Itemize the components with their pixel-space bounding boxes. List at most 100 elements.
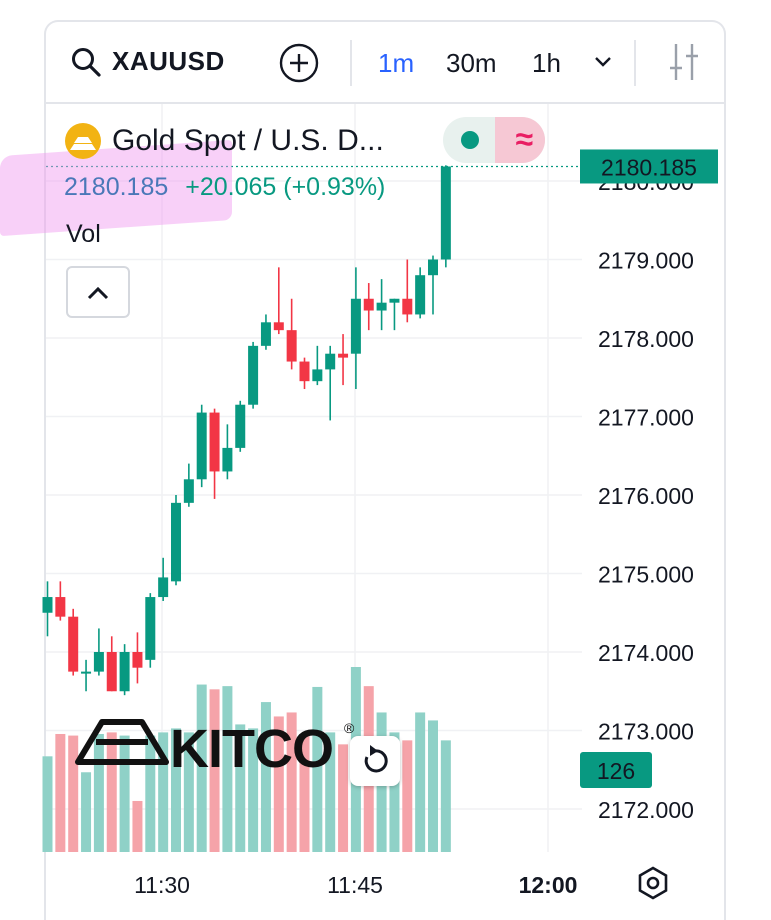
candle-body xyxy=(415,275,426,315)
candle-body xyxy=(81,671,92,674)
search-icon[interactable] xyxy=(70,46,102,85)
y-tick-label: 2175.000 xyxy=(598,562,694,588)
candle-body xyxy=(299,361,310,382)
candle-body xyxy=(428,259,438,276)
y-tick-label: 2179.000 xyxy=(598,248,694,274)
candle-body xyxy=(260,322,271,346)
registered-mark: ® xyxy=(344,720,355,736)
volume-bar xyxy=(119,735,130,852)
chevron-up-icon xyxy=(87,286,109,300)
volume-bar xyxy=(273,716,284,852)
volume-bar xyxy=(171,728,181,852)
instrument-title: Gold Spot / U.S. D... xyxy=(112,124,384,157)
settings-icon[interactable] xyxy=(636,866,670,905)
y-tick-label: 2178.000 xyxy=(598,326,694,352)
last-price-label: 2180.185 xyxy=(601,154,697,180)
candle-body xyxy=(389,298,400,303)
candle-body xyxy=(55,597,66,617)
candle-body xyxy=(363,298,374,311)
volume-bar xyxy=(93,733,104,852)
volume-label: Vol xyxy=(66,220,101,248)
y-tick-label: 2172.000 xyxy=(598,797,694,823)
volume-bar xyxy=(312,686,323,852)
market-open-dot-icon xyxy=(461,131,479,149)
volume-bar xyxy=(260,702,271,852)
volume-bar xyxy=(286,712,297,852)
y-tick-label: 2177.000 xyxy=(598,405,694,431)
candle-body xyxy=(286,330,297,362)
legend-price: 2180.185 xyxy=(64,173,169,201)
candle-body xyxy=(171,502,181,582)
volume-bar xyxy=(389,732,400,852)
candle-body xyxy=(402,298,413,315)
volume-bar xyxy=(55,733,66,852)
candle-body xyxy=(68,616,79,672)
symbol-label[interactable]: XAUUSD xyxy=(112,46,225,76)
candle-body xyxy=(338,353,349,358)
volume-bar xyxy=(428,720,438,852)
volume-bar xyxy=(158,732,169,852)
volume-bar xyxy=(338,744,349,852)
volume-bar xyxy=(209,689,220,852)
reset-icon xyxy=(364,745,388,773)
volume-bar xyxy=(196,684,207,852)
volume-bar xyxy=(299,733,310,852)
kitco-watermark: KITCO xyxy=(170,719,334,779)
candle-body xyxy=(158,577,169,598)
candle-body xyxy=(248,345,259,405)
legend-price-row: 2180.185 +20.065 (+0.93%) xyxy=(64,173,385,202)
candle-body xyxy=(350,298,361,354)
candle-body xyxy=(196,412,207,480)
candle-body xyxy=(93,652,104,672)
volume-bar xyxy=(415,712,426,852)
volume-bar xyxy=(402,740,413,852)
add-icon[interactable] xyxy=(278,42,320,91)
candle-body xyxy=(440,166,451,260)
candle-body xyxy=(376,302,387,311)
toolbar-divider xyxy=(350,40,352,86)
chart-widget: XAUUSD 1m 30m 1h xyxy=(44,20,726,920)
volume-badge-label: 126 xyxy=(597,758,635,784)
volume-badge xyxy=(580,752,652,788)
candle-body xyxy=(312,369,323,382)
candle-body xyxy=(222,447,233,472)
candle-body xyxy=(145,597,156,660)
candle-body xyxy=(235,404,246,448)
indicators-icon[interactable] xyxy=(666,42,702,89)
interval-30m[interactable]: 30m xyxy=(446,48,497,78)
candle-body xyxy=(106,652,117,692)
candle-body xyxy=(183,479,194,503)
interval-1m[interactable]: 1m xyxy=(378,48,415,78)
candle-body xyxy=(42,597,53,613)
volume-bar xyxy=(106,732,117,852)
volume-bar xyxy=(248,728,259,852)
candle-body xyxy=(273,322,284,331)
gold-logo-icon xyxy=(64,122,102,165)
candle-body xyxy=(325,353,336,370)
volume-bar xyxy=(222,686,233,852)
market-status-pill[interactable]: ≈ xyxy=(443,117,545,163)
last-price-badge xyxy=(580,149,718,184)
volume-bar xyxy=(235,724,246,852)
y-tick-label: 2174.000 xyxy=(598,640,694,666)
volume-bar xyxy=(132,800,143,852)
reset-chart-button[interactable] xyxy=(350,736,400,786)
volume-bar xyxy=(68,735,79,852)
y-tick-label: 2173.000 xyxy=(598,719,694,745)
volume-bar xyxy=(81,772,92,852)
kitco-logo-icon xyxy=(74,718,170,773)
collapse-legend-button[interactable] xyxy=(66,266,130,318)
candle-body xyxy=(209,412,220,472)
x-tick-label: 12:00 xyxy=(519,872,578,898)
volume-bar xyxy=(325,732,336,852)
toolbar: XAUUSD 1m 30m 1h xyxy=(46,22,724,104)
volume-bar xyxy=(440,740,451,852)
interval-1h[interactable]: 1h xyxy=(532,48,561,78)
data-delay-badge xyxy=(495,117,545,163)
chevron-down-icon[interactable] xyxy=(592,48,614,79)
legend-change: +20.065 (+0.93%) xyxy=(185,173,386,201)
toolbar-divider xyxy=(634,40,636,86)
volume-bar xyxy=(183,732,194,852)
x-tick-label: 11:30 xyxy=(134,872,190,898)
volume-bar xyxy=(42,756,53,852)
